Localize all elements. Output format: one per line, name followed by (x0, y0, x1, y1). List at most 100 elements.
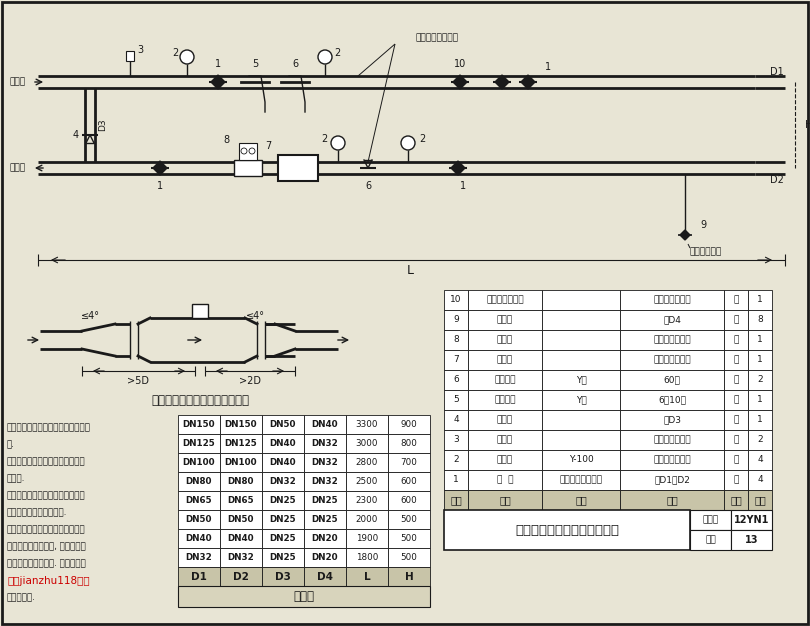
Bar (178, 510, 220, 529)
Bar (126, 51, 134, 61)
Text: 1: 1 (757, 356, 763, 364)
Text: 500: 500 (401, 553, 417, 562)
Text: DN32: DN32 (228, 553, 254, 562)
Text: H: H (405, 572, 413, 582)
Text: 阀  门: 阀 门 (497, 476, 514, 485)
Text: 置可根器需要装设于专用的表计小: 置可根器需要装设于专用的表计小 (7, 458, 86, 466)
Text: DN125: DN125 (224, 439, 258, 448)
Text: 个: 个 (733, 396, 739, 404)
Bar (262, 491, 304, 510)
Bar (388, 434, 430, 453)
Bar (542, 430, 620, 450)
Bar (731, 530, 772, 550)
Bar (748, 290, 772, 310)
Text: D2: D2 (770, 175, 784, 185)
Text: 10: 10 (454, 59, 466, 69)
Bar (178, 453, 220, 472)
Text: >5D: >5D (127, 376, 149, 386)
Text: 单体工程设计定: 单体工程设计定 (653, 436, 691, 444)
Text: 回水管: 回水管 (10, 163, 26, 173)
Text: 个: 个 (733, 356, 739, 364)
Polygon shape (453, 75, 467, 89)
Text: 闸鄀或全焊接球鄀: 闸鄀或全焊接球鄀 (560, 476, 603, 485)
Text: 个: 个 (733, 316, 739, 324)
Text: 个: 个 (733, 295, 739, 304)
Bar (444, 390, 468, 410)
Text: 8: 8 (453, 336, 459, 344)
Text: D1: D1 (770, 67, 784, 77)
Text: DN65: DN65 (228, 496, 254, 505)
Polygon shape (211, 75, 225, 89)
Text: 500: 500 (401, 534, 417, 543)
Text: 个: 个 (733, 476, 739, 485)
Bar (444, 510, 690, 550)
Bar (620, 450, 724, 470)
Bar (346, 415, 388, 434)
Text: 闸板阀: 闸板阀 (497, 416, 513, 424)
Text: D1: D1 (191, 572, 207, 582)
Bar (620, 330, 724, 350)
Text: L: L (364, 572, 370, 582)
Bar (304, 491, 346, 510)
Text: DN20: DN20 (312, 553, 339, 562)
Text: 个: 个 (733, 456, 739, 464)
Text: 体工程设计确定是否安装.: 体工程设计确定是否安装. (7, 508, 67, 518)
Bar (346, 453, 388, 472)
Bar (346, 548, 388, 567)
Bar (748, 350, 772, 370)
Text: 1: 1 (757, 336, 763, 344)
Text: DN40: DN40 (312, 420, 339, 429)
Bar (444, 470, 468, 490)
Bar (444, 330, 468, 350)
Text: DN150: DN150 (183, 420, 215, 429)
Bar (262, 510, 304, 529)
Text: 型号: 型号 (575, 495, 587, 505)
Bar (388, 510, 430, 529)
Bar (542, 290, 620, 310)
Text: 单体工程设计定: 单体工程设计定 (653, 456, 691, 464)
Text: 1900: 1900 (356, 534, 378, 543)
Bar (220, 491, 262, 510)
Bar (468, 410, 542, 430)
Text: 2: 2 (334, 48, 340, 58)
Bar (178, 567, 220, 586)
Text: 个: 个 (733, 336, 739, 344)
Text: 2800: 2800 (356, 458, 378, 467)
Bar (620, 390, 724, 410)
Text: 表笱内.: 表笱内. (7, 475, 25, 483)
Text: H: H (805, 120, 810, 130)
Text: 个: 个 (733, 436, 739, 444)
Text: DN100: DN100 (224, 458, 258, 467)
Text: 1: 1 (460, 181, 466, 191)
Text: 充（泤）水管: 充（泤）水管 (690, 247, 723, 257)
Bar (234, 160, 262, 176)
Bar (724, 430, 748, 450)
Bar (724, 410, 748, 430)
Bar (620, 430, 724, 450)
Bar (724, 490, 748, 510)
Text: 的控制鄀应根据外网平衡的需求和: 的控制鄀应根据外网平衡的需求和 (7, 525, 86, 535)
Bar (178, 472, 220, 491)
Text: 10: 10 (450, 295, 462, 304)
Text: L: L (407, 264, 413, 277)
Bar (542, 470, 620, 490)
Text: DN50: DN50 (185, 515, 212, 524)
Bar (178, 434, 220, 453)
Bar (468, 450, 542, 470)
Text: 1: 1 (157, 181, 163, 191)
Bar (748, 370, 772, 390)
Text: 尺寸表: 尺寸表 (293, 590, 314, 603)
Bar (620, 490, 724, 510)
Bar (468, 350, 542, 370)
Text: 的静态水力平衡鄀应根据外网水力: 的静态水力平衡鄀应根据外网水力 (7, 491, 86, 501)
Text: 4: 4 (757, 456, 763, 464)
Bar (748, 450, 772, 470)
Bar (346, 472, 388, 491)
Bar (178, 529, 220, 548)
Bar (542, 410, 620, 430)
Bar (178, 586, 430, 607)
Text: 5: 5 (252, 59, 258, 69)
Text: 控制鄀: 控制鄀 (497, 336, 513, 344)
Bar (731, 510, 772, 530)
Text: 2000: 2000 (356, 515, 378, 524)
